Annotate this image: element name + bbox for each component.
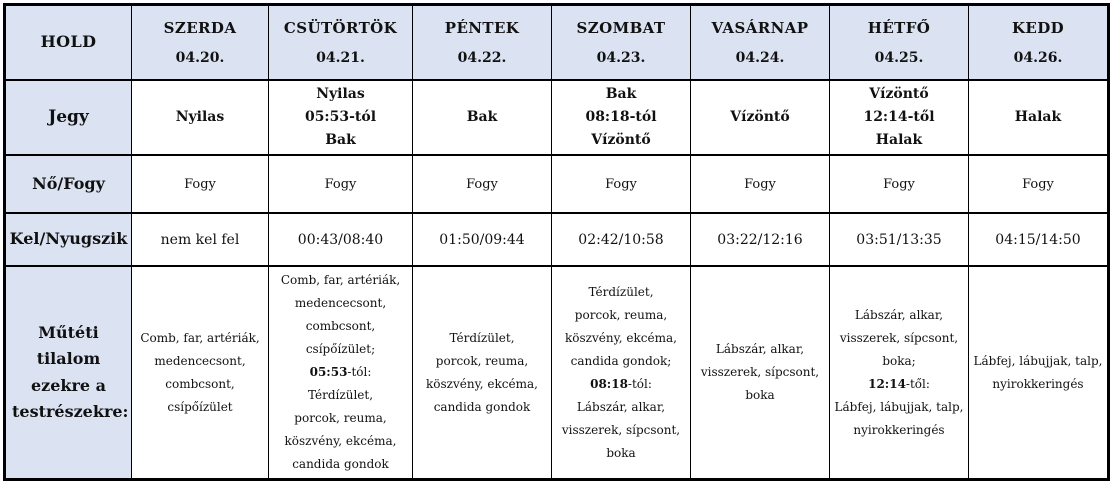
day-name: SZERDA — [163, 19, 237, 37]
muteti-tilalom-szerda: Comb, far, artériák, medencecsont, combcso… — [131, 265, 269, 480]
day-name: CSÜTÖRTÖK — [283, 19, 398, 37]
no-fogy-hetfo: Fogy — [829, 154, 969, 214]
day-date: 04.25. — [874, 50, 924, 66]
kel-nyugszik-hetfo: 03:51/13:35 — [829, 212, 969, 267]
kel-nyugszik-szombat: 02:42/10:58 — [551, 212, 691, 267]
moon-calendar-table: HOLD SZERDA 04.20. CSÜTÖRTÖK 04.21. PÉNTEK 04.… — [3, 3, 1110, 481]
row-label-jegy: Jegy — [4, 79, 132, 156]
jegy-szerda: Nyilas — [131, 79, 269, 156]
no-fogy-pentek: Fogy — [412, 154, 552, 214]
day-date: 04.21. — [316, 50, 365, 66]
day-name: VASÁRNAP — [711, 19, 809, 37]
header-row: HOLD SZERDA 04.20. CSÜTÖRTÖK 04.21. PÉNTEK 04.… — [4, 4, 1109, 81]
jegy-kedd: Halak — [968, 79, 1109, 156]
text-segment: -tól: — [627, 376, 652, 391]
muteti-tilalom-hetfo: Lábszár, alkar, visszerek, sípcsont, boka;… — [829, 265, 969, 480]
jegy-vasarnap: Vízöntő — [690, 79, 830, 156]
no-fogy-szerda: Fogy — [131, 154, 269, 214]
row-label-kel-nyugszik: Kel/Nyugszik — [4, 212, 132, 267]
row-muteti-tilalom: Műtéti tilalom ezekre a testrészekre: Com… — [4, 265, 1109, 480]
jegy-pentek: Bak — [412, 79, 552, 156]
muteti-tilalom-szombat: Térdízület, porcok, reuma, köszvény, ekcém… — [551, 265, 691, 480]
muteti-tilalom-csutortok: Comb, far, artériák, medencecsont, combcso… — [268, 265, 413, 480]
no-fogy-csutortok: Fogy — [268, 154, 413, 214]
no-fogy-szombat: Fogy — [551, 154, 691, 214]
kel-nyugszik-kedd: 04:15/14:50 — [968, 212, 1109, 267]
table-body: HOLD SZERDA 04.20. CSÜTÖRTÖK 04.21. PÉNTEK 04.… — [4, 4, 1109, 480]
day-name: PÉNTEK — [444, 19, 520, 37]
column-header-pentek: PÉNTEK 04.22. — [412, 4, 552, 81]
row-no-fogy: Nő/Fogy Fogy Fogy Fogy Fogy Fogy Fogy Fogy — [4, 154, 1109, 214]
jegy-szombat: Bak 08:18-tól Vízöntő — [551, 79, 691, 156]
kel-nyugszik-vasarnap: 03:22/12:16 — [690, 212, 830, 267]
time-emphasis: 12:14 — [868, 376, 906, 391]
time-emphasis: 05:53 — [309, 365, 348, 379]
kel-nyugszik-szerda: nem kel fel — [131, 212, 269, 267]
day-name: KEDD — [1011, 19, 1065, 37]
muteti-tilalom-kedd: Lábfej, lábujjak, talp, nyirokkeringés — [968, 265, 1109, 480]
jegy-csutortok: Nyilas 05:53-tól Bak — [268, 79, 413, 156]
text-segment: -tól: — [347, 365, 372, 379]
jegy-hetfo: Vízöntő 12:14-től Halak — [829, 79, 969, 156]
column-header-csutortok: CSÜTÖRTÖK 04.21. — [268, 4, 413, 81]
row-jegy: Jegy Nyilas Nyilas 05:53-tól Bak Bak Bak 08:18-… — [4, 79, 1109, 156]
column-header-szombat: SZOMBAT 04.23. — [551, 4, 691, 81]
column-header-vasarnap: VASÁRNAP 04.24. — [690, 4, 830, 81]
muteti-tilalom-vasarnap: Lábszár, alkar, visszerek, sípcsont, boka — [690, 265, 830, 480]
day-name: HÉTFŐ — [867, 19, 931, 37]
no-fogy-kedd: Fogy — [968, 154, 1109, 214]
row-label-muteti-tilalom: Műtéti tilalom ezekre a testrészekre: — [4, 265, 132, 480]
day-date: 04.22. — [457, 50, 507, 66]
row-kel-nyugszik: Kel/Nyugszik nem kel fel 00:43/08:40 01:50/… — [4, 212, 1109, 267]
day-date: 04.20. — [175, 50, 225, 66]
day-date: 04.24. — [735, 50, 785, 66]
day-date: 04.26. — [1013, 50, 1063, 66]
kel-nyugszik-pentek: 01:50/09:44 — [412, 212, 552, 267]
row-label-no-fogy: Nő/Fogy — [4, 154, 132, 214]
time-emphasis: 08:18 — [590, 376, 628, 391]
column-header-szerda: SZERDA 04.20. — [131, 4, 269, 81]
text-segment: -től: — [905, 376, 930, 391]
muteti-tilalom-pentek: Térdízület, porcok, reuma, köszvény, ekcém… — [412, 265, 552, 480]
column-header-kedd: KEDD 04.26. — [968, 4, 1109, 81]
column-header-hetfo: HÉTFŐ 04.25. — [829, 4, 969, 81]
corner-cell-hold: HOLD — [4, 4, 132, 81]
kel-nyugszik-csutortok: 00:43/08:40 — [268, 212, 413, 267]
no-fogy-vasarnap: Fogy — [690, 154, 830, 214]
day-date: 04.23. — [596, 50, 646, 66]
day-name: SZOMBAT — [576, 19, 666, 37]
